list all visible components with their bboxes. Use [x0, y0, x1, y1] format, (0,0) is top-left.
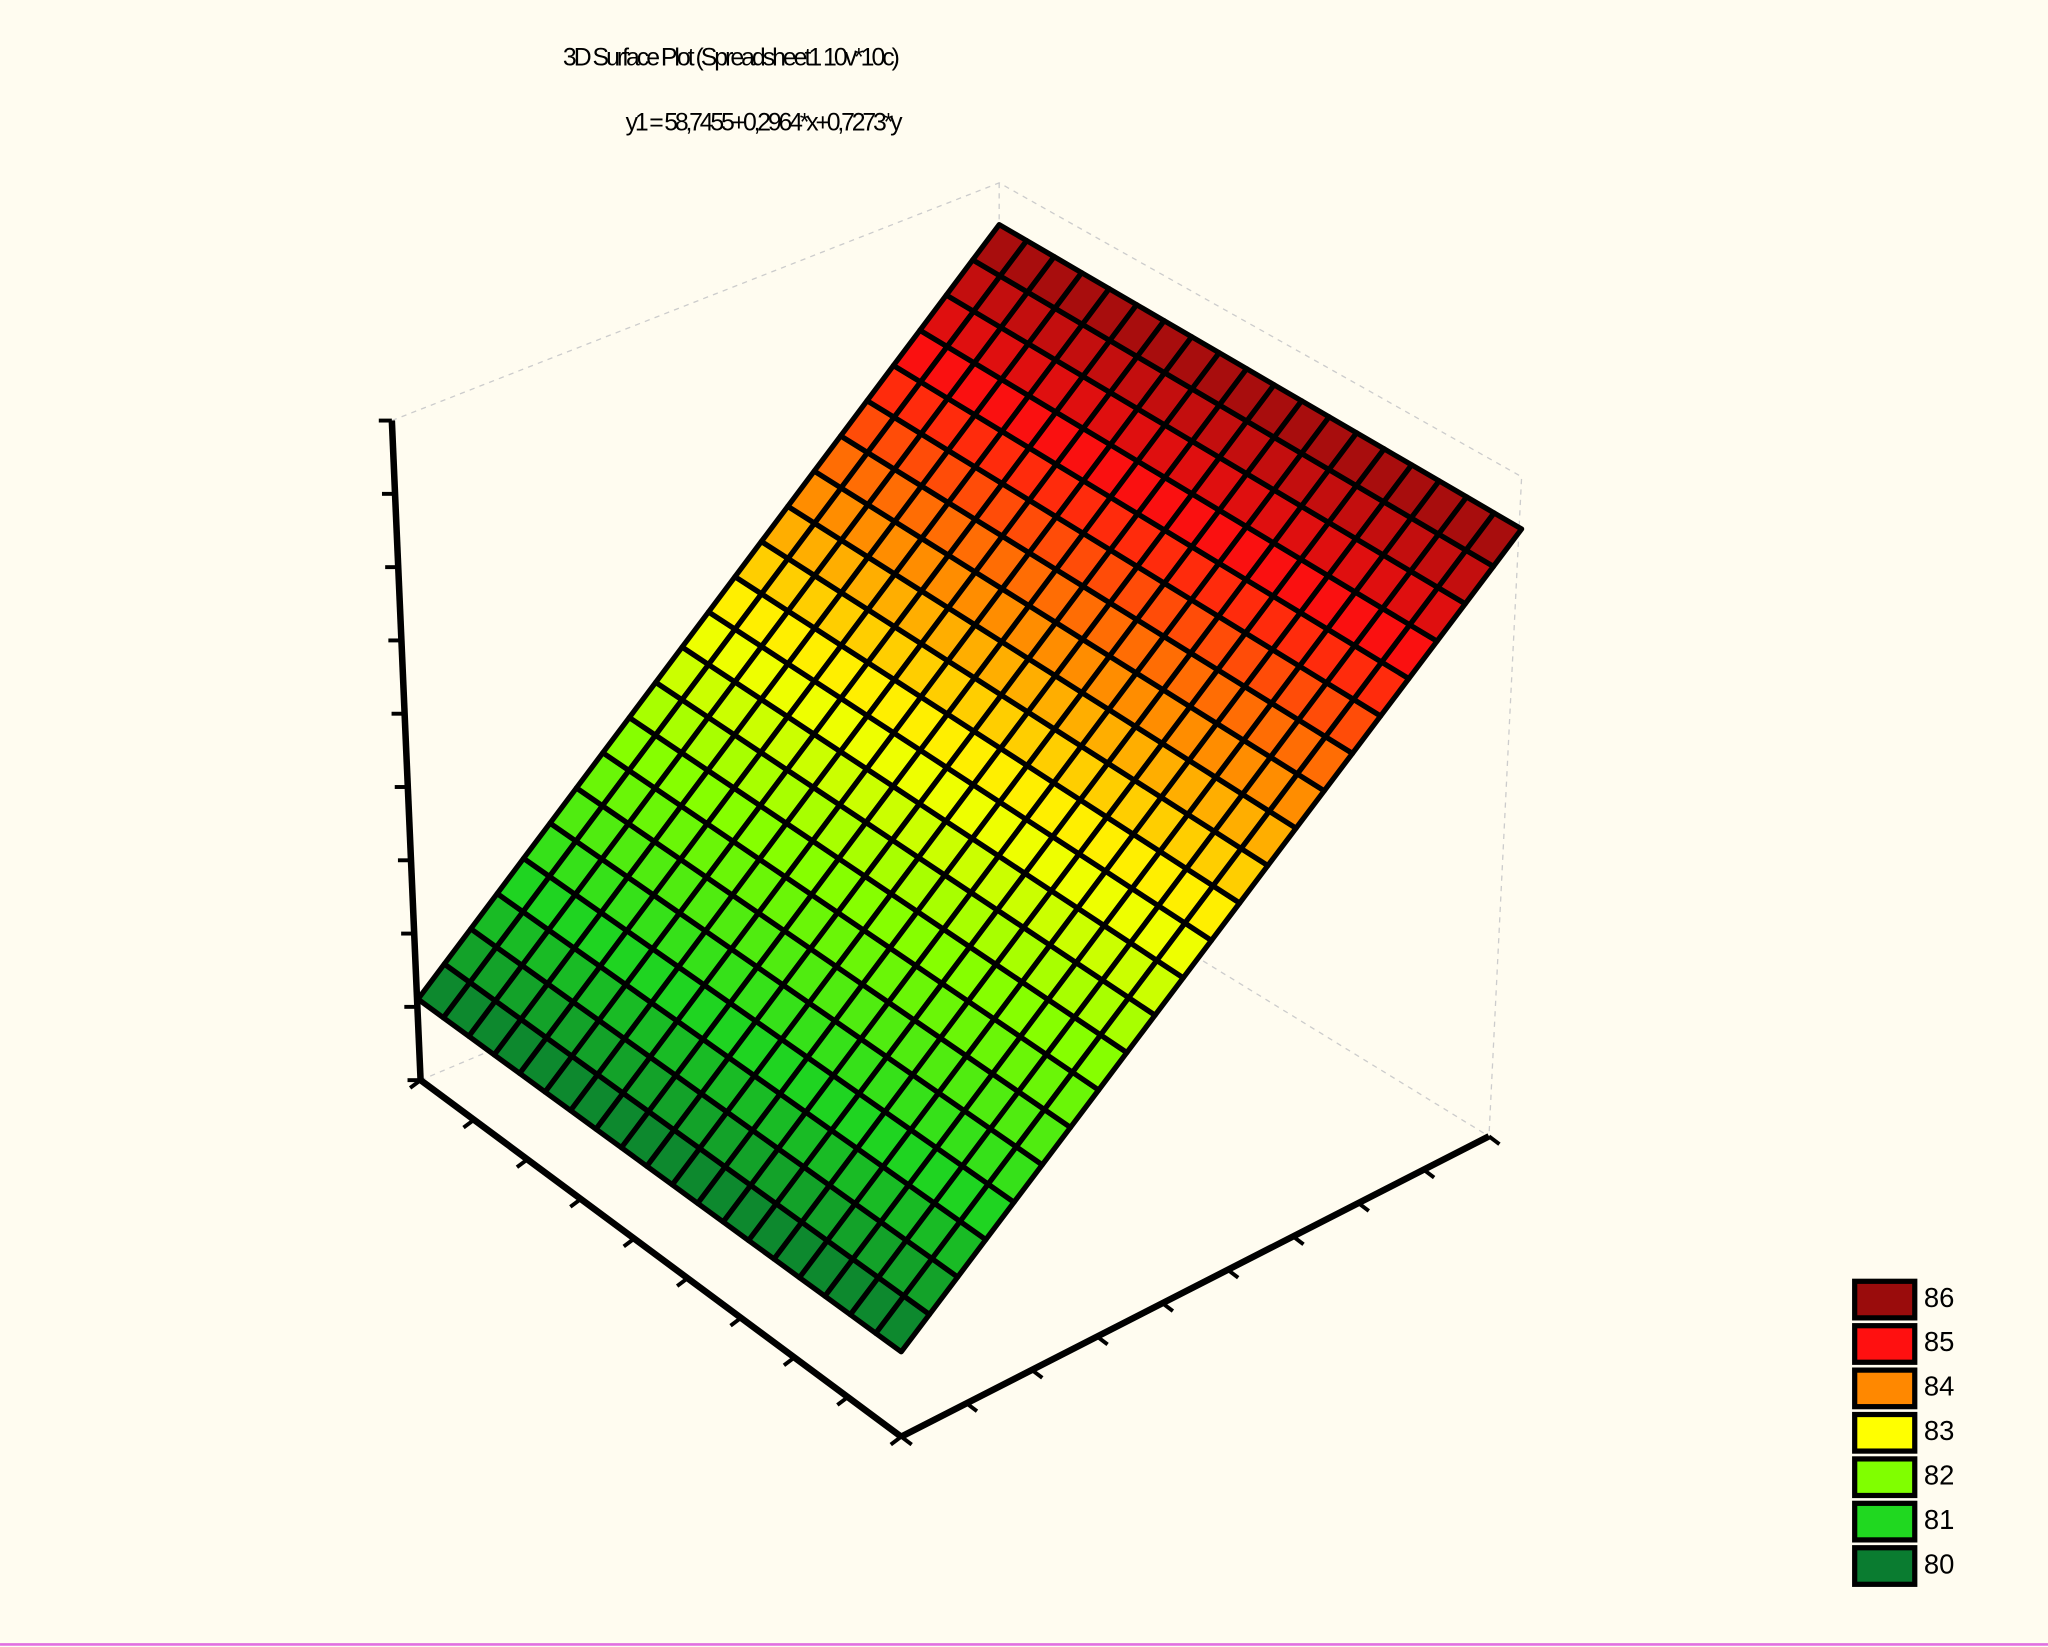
- tick: [900, 1435, 913, 1447]
- tick: [1095, 1335, 1109, 1346]
- tick: [1161, 1301, 1175, 1313]
- tick: [1226, 1268, 1240, 1280]
- tick: [622, 1237, 636, 1249]
- legend-swatch: [1852, 1456, 1918, 1499]
- tick: [569, 1197, 582, 1209]
- axes: [378, 418, 1501, 1447]
- z-axis: [388, 420, 424, 1081]
- tick: [1357, 1201, 1370, 1213]
- legend: 86 85 84 83 82 81 80: [1852, 1278, 1954, 1587]
- legend-swatch: [1852, 1500, 1918, 1543]
- legend-label: 84: [1924, 1371, 1954, 1402]
- y-axis: [899, 1133, 1491, 1440]
- surface-cell: [1463, 510, 1525, 569]
- tick: [1030, 1368, 1044, 1380]
- tick: [675, 1276, 689, 1288]
- tick: [1487, 1134, 1501, 1146]
- chart-subtitle: y1 = 58,7455+0,2964*x+0,7273*y: [626, 110, 903, 137]
- tick: [889, 1435, 903, 1447]
- legend-swatch: [1852, 1278, 1918, 1321]
- legend-swatch: [1852, 1545, 1918, 1587]
- tick: [515, 1157, 529, 1169]
- surface: [415, 222, 1525, 1355]
- x-axis: [418, 1077, 904, 1440]
- legend-swatch: [1852, 1367, 1918, 1410]
- tick: [729, 1316, 743, 1328]
- tick: [965, 1401, 979, 1413]
- legend-label: 83: [1924, 1415, 1954, 1446]
- chart-title: 3D Surface Plot (Spreadsheet1 10v*10c): [563, 44, 900, 71]
- legend-label: 85: [1924, 1326, 1954, 1357]
- legend-label: 86: [1924, 1282, 1954, 1313]
- tick: [462, 1118, 476, 1130]
- tick: [1422, 1168, 1436, 1180]
- legend-label: 82: [1924, 1459, 1954, 1490]
- tick: [782, 1355, 796, 1367]
- tick: [1291, 1234, 1305, 1246]
- legend-label: 80: [1924, 1548, 1954, 1579]
- tick: [836, 1395, 849, 1407]
- legend-label: 81: [1924, 1504, 1954, 1535]
- legend-swatch: [1852, 1323, 1918, 1365]
- legend-swatch: [1852, 1411, 1918, 1454]
- back-wall-edge: [391, 182, 1523, 1137]
